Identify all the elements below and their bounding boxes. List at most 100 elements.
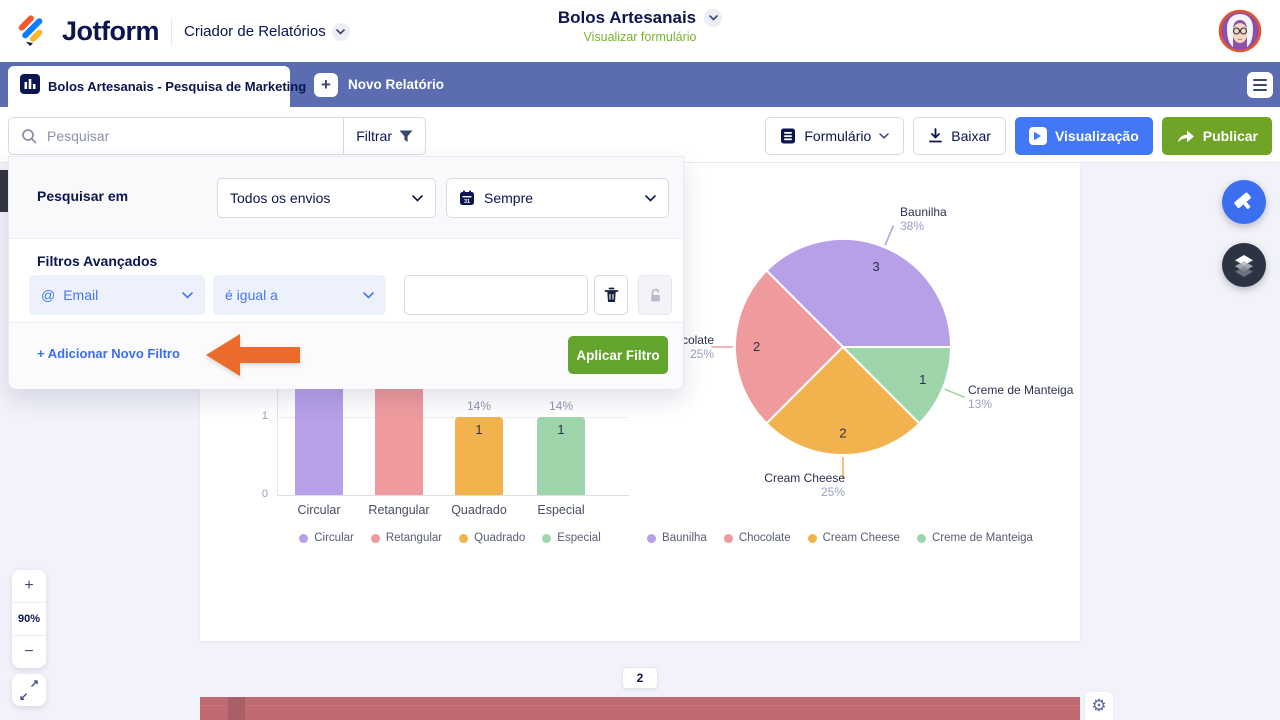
- page-indicator[interactable]: 2: [622, 667, 658, 689]
- chevron-down-icon: [645, 194, 656, 202]
- search-icon: [9, 128, 47, 144]
- filter-label: Filtrar: [356, 128, 392, 144]
- filter-button[interactable]: Filtrar: [343, 118, 425, 154]
- jotform-logo-icon: [16, 12, 50, 51]
- fullscreen-button[interactable]: ↗ ↙: [12, 674, 46, 706]
- add-new-filter-link[interactable]: + Adicionar Novo Filtro: [37, 346, 180, 361]
- legend-dot: [542, 533, 552, 543]
- chevron-down-icon: [363, 291, 374, 299]
- pie-label-baunilha: Baunilha 38%: [900, 205, 947, 233]
- pie-chart-legend: Baunilha Chocolate Cream Cheese Creme de Ma…: [620, 532, 1060, 544]
- legend-item-retangular[interactable]: Retangular: [370, 532, 443, 544]
- pie-value-label: 1: [919, 372, 926, 387]
- pie-chart[interactable]: 3 2 2 1: [727, 231, 959, 463]
- expand-arrow-icon: ↙: [19, 691, 29, 703]
- legend-label: Quadrado: [474, 532, 526, 544]
- bar-category-label: Retangular: [368, 503, 430, 517]
- legend-label: Especial: [557, 532, 601, 544]
- publish-button-label: Publicar: [1202, 128, 1258, 144]
- bar-pct-label: 14%: [548, 399, 574, 413]
- toolbar: Filtrar Formulário Baixar Visualização: [0, 107, 1280, 163]
- filter-value-input[interactable]: [404, 275, 588, 315]
- report-tab-bar: Bolos Artesanais - Pesquisa de Marketing…: [0, 62, 1280, 107]
- legend-dot: [459, 533, 469, 543]
- legend-item-creme-de-manteiga[interactable]: Creme de Manteiga: [916, 532, 1033, 544]
- bar-ytick-0: 0: [261, 488, 268, 500]
- zoom-in-button[interactable]: +: [24, 577, 34, 594]
- pie-slice-baunilha[interactable]: [765, 237, 953, 348]
- legend-label: Chocolate: [738, 532, 791, 544]
- filter-field-value: Email: [63, 287, 99, 303]
- apply-filter-button[interactable]: Aplicar Filtro: [568, 336, 668, 374]
- design-button[interactable]: [1222, 180, 1266, 224]
- download-button[interactable]: Baixar: [913, 117, 1006, 155]
- submissions-dropdown[interactable]: Todos os envios: [217, 178, 436, 218]
- paint-roller-icon: [1234, 192, 1251, 210]
- new-report-label: Novo Relatório: [348, 77, 445, 92]
- form-menu-button[interactable]: Formulário: [765, 117, 905, 155]
- tab-list-menu-button[interactable]: [1247, 72, 1273, 98]
- lock-filter-button[interactable]: [638, 275, 672, 315]
- play-icon: [1028, 127, 1047, 145]
- filter-field-dropdown[interactable]: @ Email: [29, 275, 205, 315]
- search-input[interactable]: [47, 128, 344, 144]
- bar-quadrado[interactable]: [455, 417, 503, 495]
- chevron-down-icon[interactable]: [704, 9, 723, 27]
- gear-icon[interactable]: ⚙: [1085, 692, 1113, 720]
- zoom-level[interactable]: 90%: [12, 602, 46, 636]
- download-button-label: Baixar: [951, 128, 991, 144]
- date-range-dropdown[interactable]: 31 Sempre: [446, 178, 669, 218]
- filter-panel: Pesquisar em Todos os envios 31 Sempre F…: [8, 156, 684, 389]
- filter-operator-dropdown[interactable]: é igual a: [213, 275, 386, 315]
- new-report-tab[interactable]: + Novo Relatório: [300, 62, 458, 107]
- pie-value-label: 3: [872, 259, 879, 274]
- legend-label: Circular: [314, 532, 354, 544]
- app-name-dropdown[interactable]: Criador de Relatórios: [184, 22, 350, 41]
- zoom-controls: + 90% −: [12, 570, 46, 668]
- form-button-label: Formulário: [804, 128, 872, 144]
- filter-panel-search-section: Pesquisar em Todos os envios 31 Sempre: [9, 157, 683, 239]
- preview-button[interactable]: Visualização: [1014, 117, 1153, 155]
- legend-label: Retangular: [385, 532, 443, 544]
- legend-item-cream-cheese[interactable]: Cream Cheese: [807, 532, 900, 544]
- filter-operator-value: é igual a: [225, 287, 278, 303]
- expand-arrow-icon: ↗: [29, 678, 39, 690]
- pie-slice-creme-de-manteiga[interactable]: [840, 346, 953, 425]
- view-form-link[interactable]: Visualizar formulário: [583, 30, 697, 44]
- publish-button[interactable]: Publicar: [1161, 117, 1272, 155]
- pie-label-cream-cheese: Cream Cheese 25%: [764, 471, 845, 499]
- advanced-filters-title: Filtros Avançados: [37, 253, 158, 269]
- submissions-value: Todos os envios: [230, 190, 331, 206]
- form-title[interactable]: Bolos Artesanais: [557, 8, 697, 27]
- zoom-out-button[interactable]: −: [24, 643, 34, 660]
- form-icon: [781, 128, 796, 144]
- bar-especial[interactable]: [537, 417, 585, 495]
- legend-item-quadrado[interactable]: Quadrado: [459, 532, 525, 544]
- legend-item-circular[interactable]: Circular: [299, 532, 354, 544]
- legend-item-chocolate[interactable]: Chocolate: [723, 532, 791, 544]
- pie-value-label: 2: [753, 339, 760, 354]
- bar-category-label: Quadrado: [451, 503, 507, 517]
- legend-item-baunilha[interactable]: Baunilha: [647, 532, 707, 544]
- pie-slice-chocolate[interactable]: [733, 269, 845, 425]
- user-avatar[interactable]: [1218, 9, 1262, 53]
- legend-item-especial[interactable]: Especial: [542, 532, 601, 544]
- layers-button[interactable]: [1222, 243, 1266, 287]
- left-drawer-handle[interactable]: [0, 170, 8, 212]
- legend-dot: [370, 533, 380, 543]
- delete-filter-button[interactable]: [594, 275, 628, 315]
- jotform-logo-text[interactable]: Jotform: [62, 16, 160, 46]
- chevron-down-icon: [182, 291, 193, 299]
- pie-label-creme-de-manteiga: Creme de Manteiga 13%: [968, 383, 1074, 411]
- unlock-icon: [650, 288, 660, 302]
- search-box: Filtrar: [8, 117, 426, 155]
- legend-label: Baunilha: [662, 532, 707, 544]
- next-chart-card-partial[interactable]: [200, 697, 1080, 720]
- legend-label: Creme de Manteiga: [931, 532, 1033, 544]
- pie-slice-cream-cheese[interactable]: [765, 345, 921, 457]
- share-arrow-icon: [1177, 130, 1194, 142]
- chevron-down-icon: [412, 194, 423, 202]
- active-report-tab[interactable]: Bolos Artesanais - Pesquisa de Marketing: [8, 66, 323, 107]
- plus-icon: +: [314, 72, 338, 97]
